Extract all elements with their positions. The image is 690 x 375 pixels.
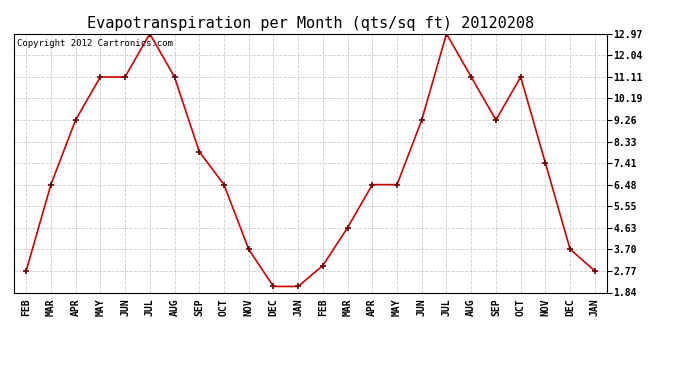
Title: Evapotranspiration per Month (qts/sq ft) 20120208: Evapotranspiration per Month (qts/sq ft)…	[87, 16, 534, 31]
Text: Copyright 2012 Cartronics.com: Copyright 2012 Cartronics.com	[17, 39, 172, 48]
